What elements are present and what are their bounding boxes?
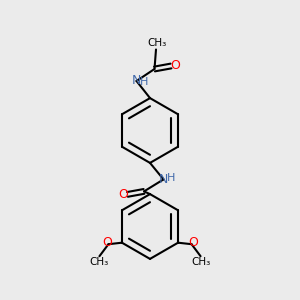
Text: O: O [188,236,198,249]
Text: H: H [167,173,175,183]
Text: H: H [140,77,148,87]
Text: O: O [102,236,112,249]
Text: O: O [118,188,128,202]
Text: CH₃: CH₃ [148,38,167,48]
Text: CH₃: CH₃ [192,257,211,267]
Text: N: N [159,173,168,186]
Text: N: N [132,74,141,88]
Text: CH₃: CH₃ [89,257,108,267]
Text: O: O [171,59,180,72]
